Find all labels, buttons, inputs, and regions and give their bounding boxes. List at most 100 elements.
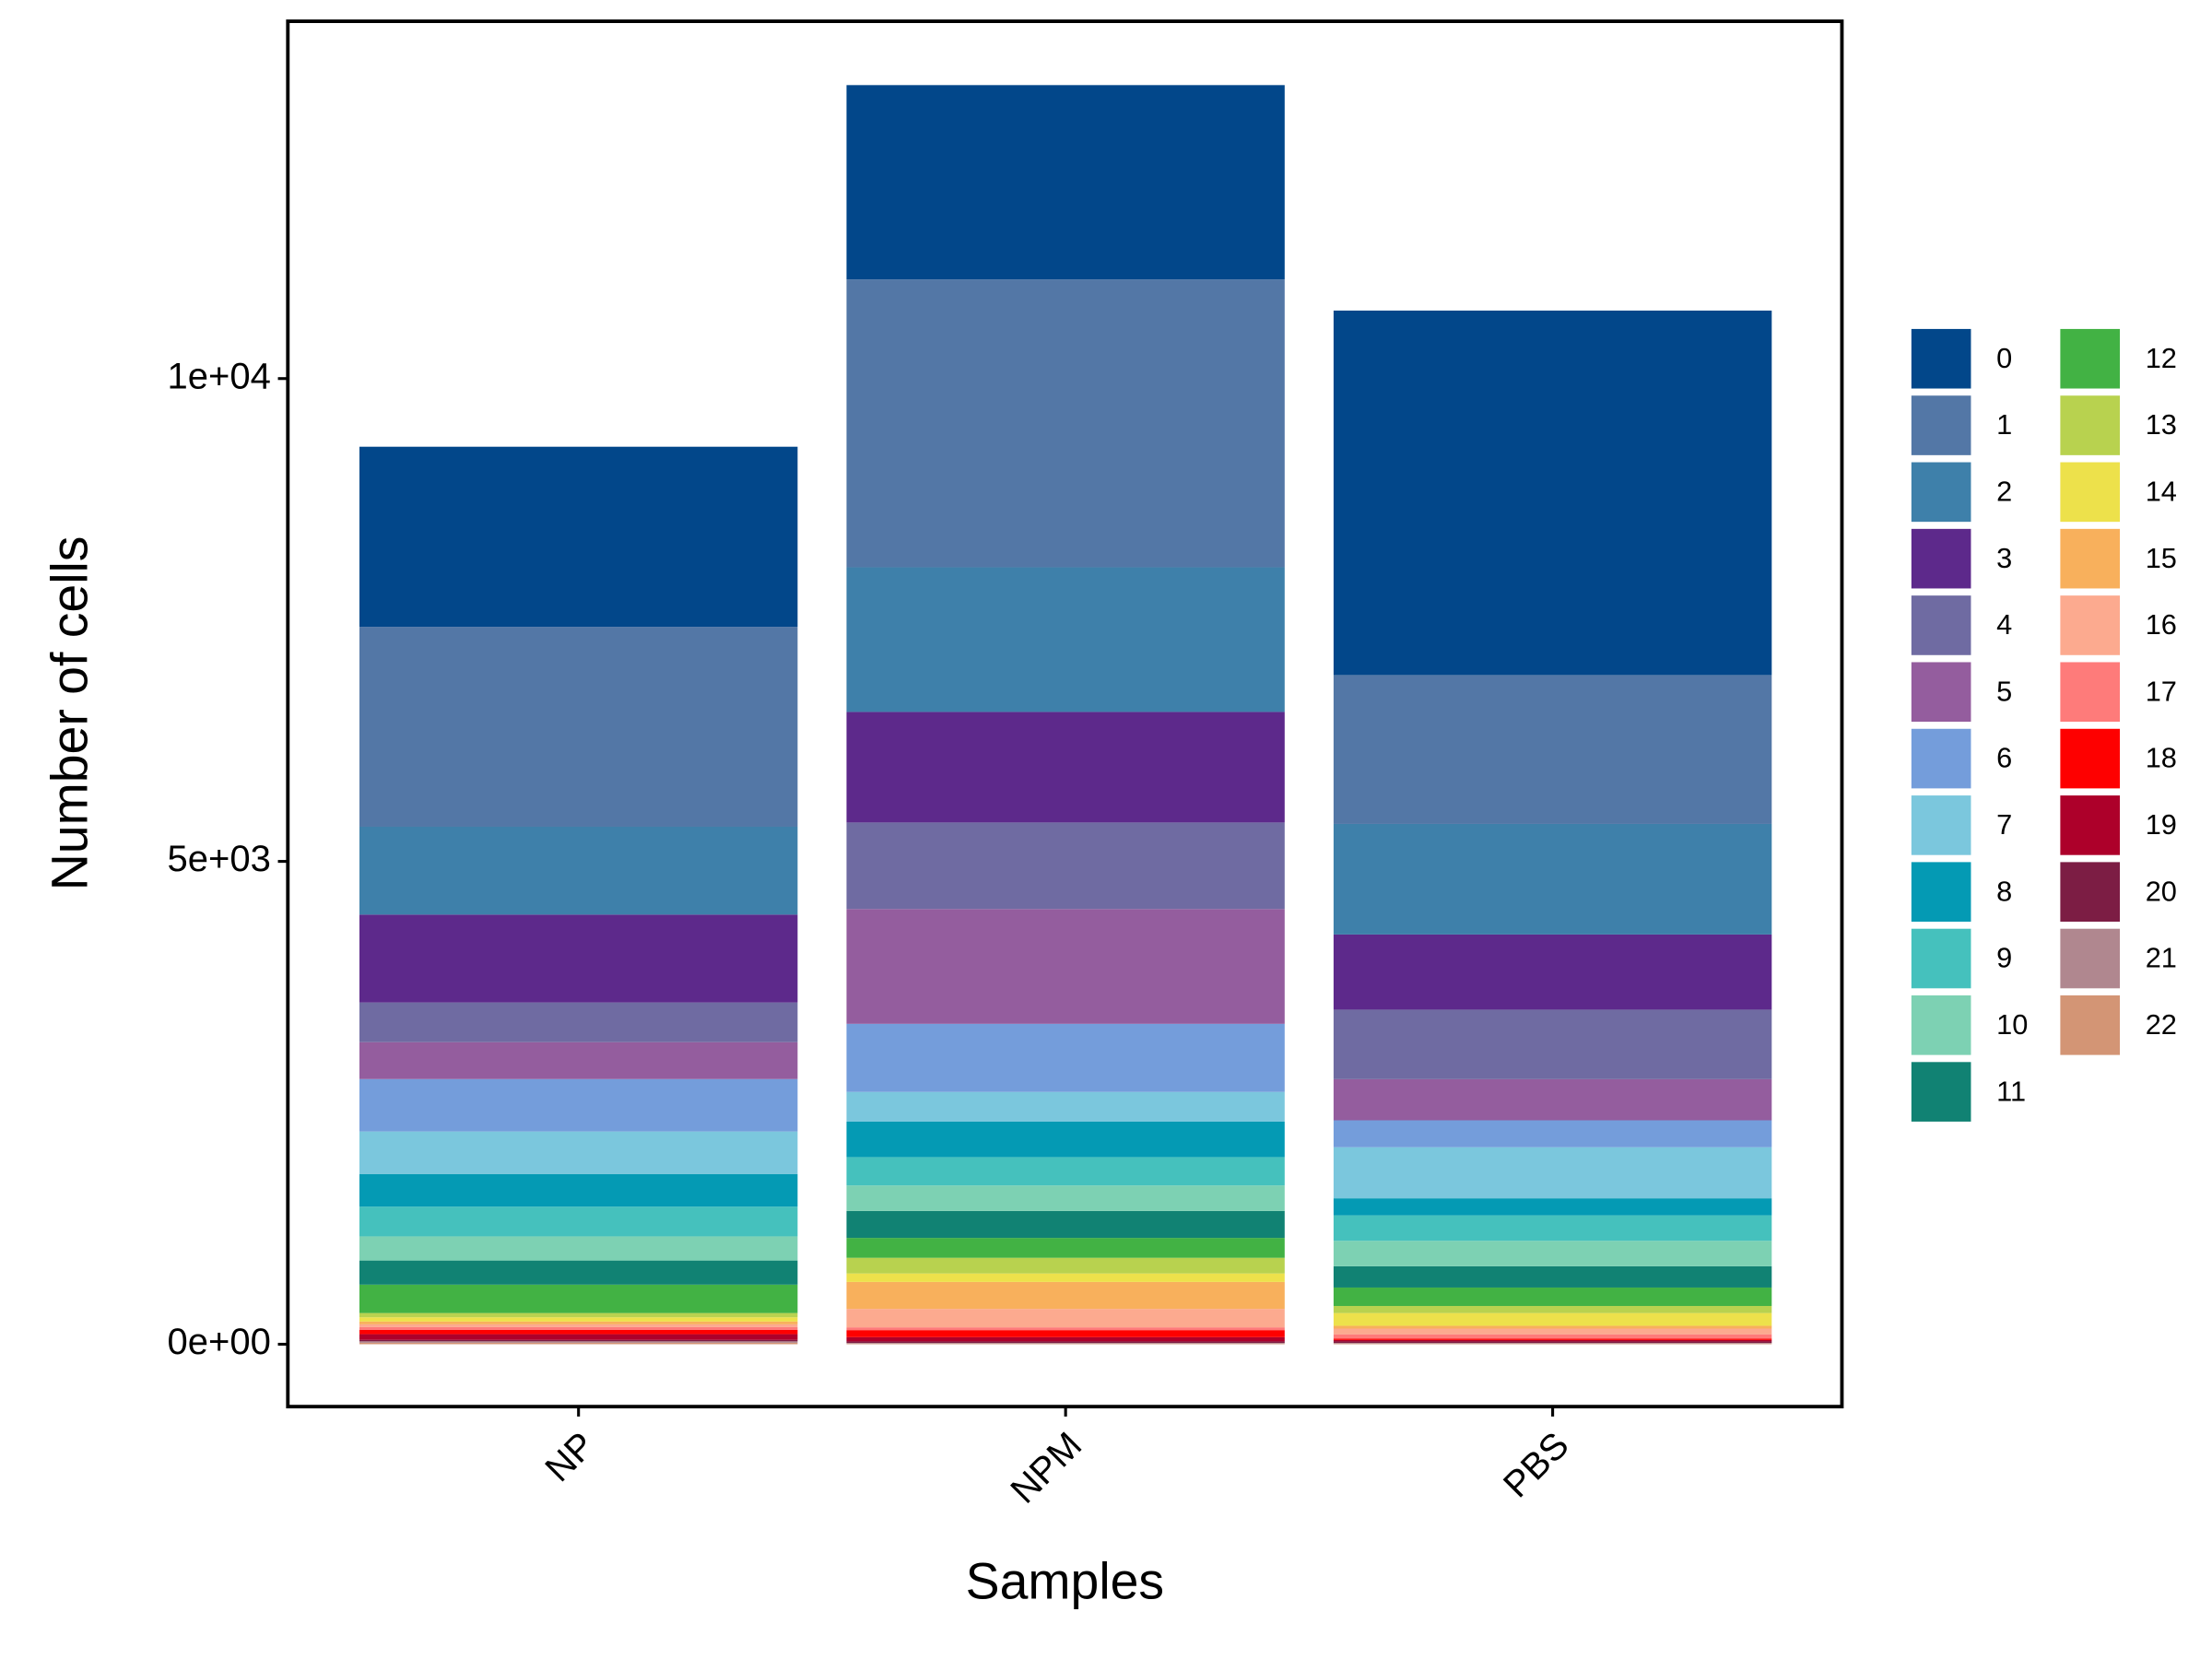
bar-segment	[1333, 1241, 1772, 1266]
bar-segment	[359, 1341, 798, 1343]
legend-label: 7	[1996, 808, 2012, 841]
bar-segment	[1333, 1334, 1772, 1339]
bar-segment	[359, 1260, 798, 1285]
bar-segment	[846, 909, 1285, 1024]
legend-key	[1911, 862, 1971, 922]
y-tick-label: 1e+04	[168, 356, 271, 396]
bar-segment	[846, 1257, 1285, 1274]
legend-label: 11	[1996, 1075, 2026, 1107]
legend-label: 17	[2146, 675, 2177, 707]
legend-label: 19	[2146, 808, 2177, 841]
bar-segment	[1333, 1147, 1772, 1199]
bar-segment	[846, 1210, 1285, 1239]
bar-segment	[359, 1236, 798, 1261]
legend-key	[1911, 462, 1971, 523]
legend-label: 10	[1996, 1008, 2028, 1041]
legend-key	[2060, 328, 2120, 389]
bar-segment	[846, 85, 1285, 280]
x-tick-label: PBS	[1496, 1425, 1577, 1506]
bar-segment	[1333, 1339, 1772, 1342]
bar-segment	[1333, 1312, 1772, 1326]
legend-key	[1911, 528, 1971, 589]
legend-key	[2060, 528, 2120, 589]
legend-key	[1911, 928, 1971, 989]
legend-label: 2	[1996, 476, 2012, 508]
bar-segment	[846, 1091, 1285, 1122]
bar-segment	[846, 1327, 1285, 1331]
plot-border	[286, 19, 1844, 1409]
bar-segment	[846, 1238, 1285, 1258]
legend-label: 5	[1996, 675, 2012, 707]
bar-segment	[359, 1321, 798, 1324]
legend-label: 16	[2146, 608, 2177, 641]
x-tick-label: NPM	[1003, 1425, 1089, 1512]
y-tick-label: 5e+03	[168, 839, 271, 879]
legend-key	[2060, 595, 2120, 655]
legend-key	[2060, 995, 2120, 1055]
y-tick-label: 0e+00	[168, 1322, 271, 1362]
bar-segment	[1333, 1078, 1772, 1121]
bar-segment	[1333, 1343, 1772, 1344]
legend-label: 8	[1996, 875, 2012, 907]
legend-key	[2060, 395, 2120, 455]
bar-segment	[846, 1341, 1285, 1344]
bar-segment	[1333, 1265, 1772, 1288]
bar-segment	[846, 1343, 1285, 1345]
bar-segment	[1333, 675, 1772, 824]
legend-key	[2060, 795, 2120, 855]
bar-segment	[846, 1330, 1285, 1337]
legend-key	[2060, 662, 2120, 723]
bar-segment	[359, 1329, 798, 1335]
bar-segment	[1333, 823, 1772, 935]
bar-segment	[846, 1281, 1285, 1310]
bar-segment	[359, 1041, 798, 1079]
bar-segment	[846, 1336, 1285, 1342]
bar-segment	[1333, 934, 1772, 1010]
bar-segment	[846, 1309, 1285, 1328]
legend-key	[2060, 728, 2120, 789]
legend-key	[1911, 995, 1971, 1055]
legend-key	[2060, 462, 2120, 523]
legend-label: 21	[2146, 942, 2177, 974]
bar-segment	[359, 446, 798, 628]
legend-label: 0	[1996, 342, 2012, 374]
legend-key	[2060, 862, 2120, 922]
bar-segment	[846, 1023, 1285, 1092]
bar-segment	[846, 1343, 1285, 1344]
bar-segment	[359, 1334, 798, 1340]
bar-segment	[359, 1324, 798, 1327]
bar-segment	[359, 1312, 798, 1318]
bar-segment	[359, 627, 798, 827]
bar-segment	[359, 914, 798, 1003]
legend-key	[1911, 328, 1971, 389]
x-axis-title: Samples	[966, 1553, 1164, 1610]
legend-label: 18	[2146, 742, 2177, 774]
bar-segment	[359, 1317, 798, 1322]
legend-label: 3	[1996, 542, 2012, 574]
bar-segment	[359, 1002, 798, 1042]
bar-segment	[1333, 1305, 1772, 1313]
legend-label: 12	[2146, 342, 2177, 374]
legend-label: 14	[2146, 476, 2177, 508]
y-axis-title: Number of cells	[41, 536, 99, 891]
bar-segment	[1333, 1215, 1772, 1241]
bar-segment	[846, 822, 1285, 910]
legend-key	[1911, 595, 1971, 655]
legend-key	[1911, 728, 1971, 789]
bar-segment	[846, 1157, 1285, 1186]
bar-segment	[359, 1342, 798, 1345]
bar-segment	[846, 279, 1285, 568]
legend-label: 13	[2146, 408, 2177, 441]
legend-label: 9	[1996, 942, 2012, 974]
bar-segment	[359, 1206, 798, 1237]
x-tick-label: NP	[537, 1425, 602, 1489]
legend-key	[1911, 795, 1971, 855]
legend-label: 1	[1996, 408, 2012, 441]
legend-key	[1911, 662, 1971, 723]
legend-label: 22	[2146, 1008, 2177, 1041]
bar-segment	[1333, 1325, 1772, 1329]
bar-segment	[1333, 1341, 1772, 1344]
legend-key	[1911, 395, 1971, 455]
bar-segment	[1333, 1120, 1772, 1147]
bar-segment	[359, 1339, 798, 1342]
